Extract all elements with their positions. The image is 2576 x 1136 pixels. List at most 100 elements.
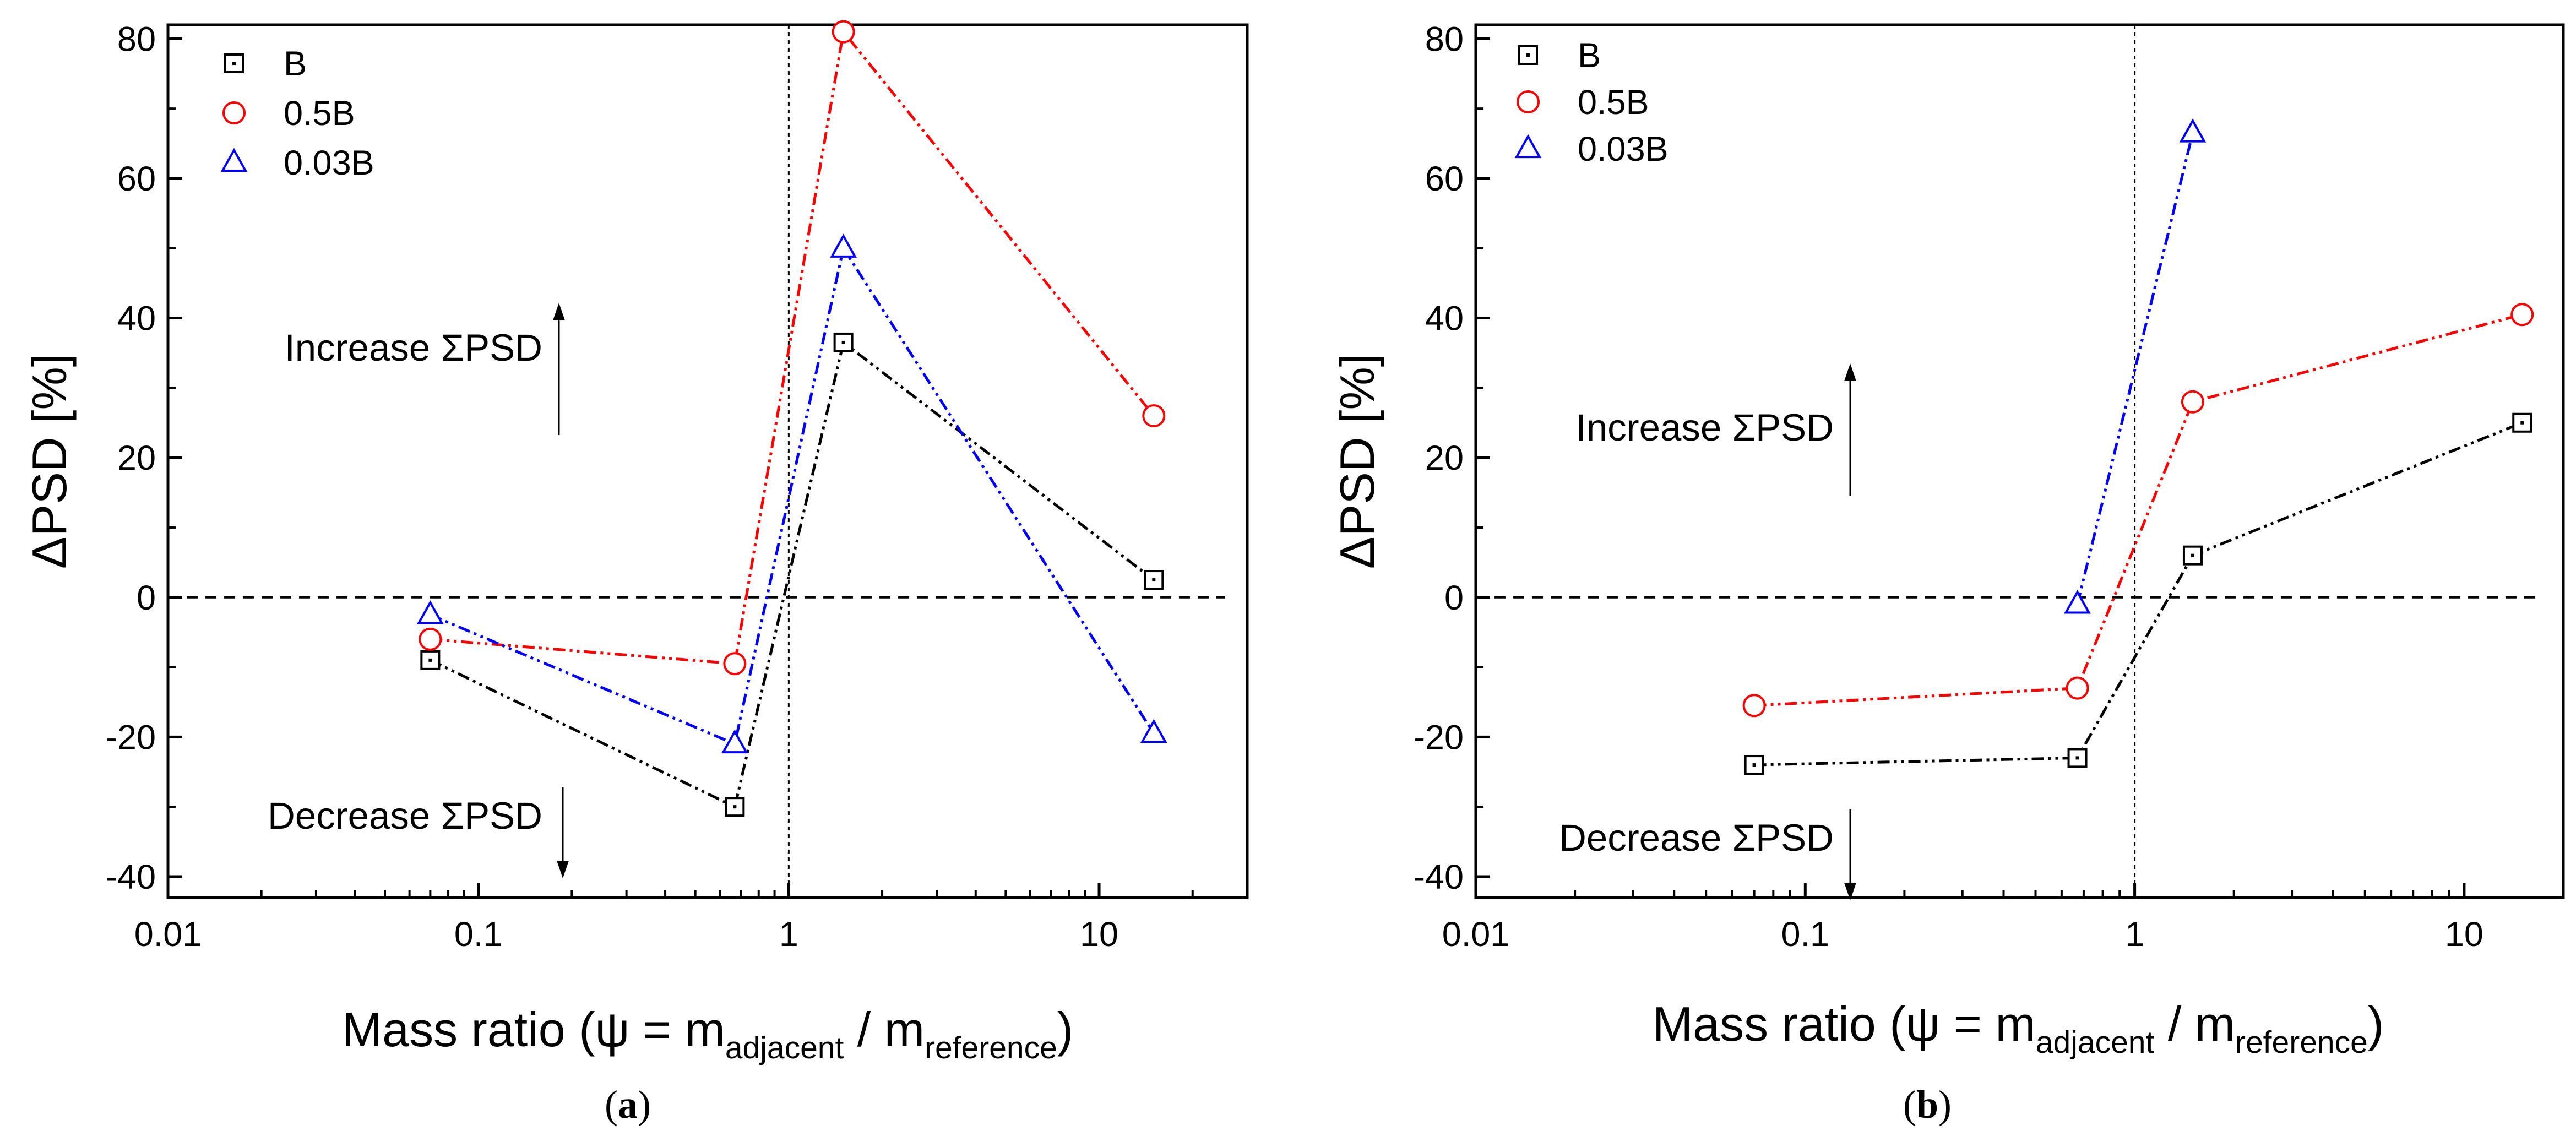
- y-tick-label: 0: [137, 579, 156, 617]
- series-05B-point: [832, 20, 855, 44]
- series-B-point-dot: [733, 805, 737, 809]
- x-tick-label: 10: [1080, 915, 1118, 954]
- decrease-arrow-head: [557, 861, 569, 878]
- y-axis-title: ΔPSD [%]: [1330, 354, 1384, 569]
- series-B-point-dot: [1752, 763, 1756, 767]
- x-axis-title-part: / m: [2154, 997, 2235, 1051]
- x-axis-title: Mass ratio (ψ = madjacent / mreference): [342, 1002, 1073, 1066]
- series-05B-point: [1742, 694, 1766, 718]
- panel-letter: a: [618, 1083, 638, 1127]
- chart-panel-b: -40 -20 0 20 40 60 80 0.01 0.1 1 10 B 0.5B 0.03B Incre…: [1330, 20, 2565, 1127]
- legend-label: 0.5B: [1578, 83, 1649, 122]
- increase-arrow-head: [553, 303, 565, 320]
- panel-letter: b: [1916, 1083, 1938, 1127]
- panel-label: (a): [605, 1083, 651, 1127]
- panel-paren: ): [638, 1083, 651, 1127]
- plot-frame: [166, 23, 1249, 899]
- series-003B-point: [830, 233, 857, 258]
- x-axis-title-subscript: reference: [2235, 1025, 2368, 1060]
- x-tick-label: 1: [2125, 915, 2144, 954]
- legend-marker-05B: [222, 101, 246, 124]
- series-05B-line: [1754, 313, 2523, 707]
- x-axis-title-part: ): [2368, 997, 2384, 1051]
- x-tick-label: 0.01: [134, 915, 202, 954]
- x-axis-title-part: Mass ratio (ψ = m: [1653, 997, 2036, 1051]
- series-05B-point: [2510, 303, 2534, 327]
- legend-label: 0.5B: [284, 94, 355, 133]
- legend-label: 0.03B: [1578, 130, 1669, 169]
- x-axis-title-part: / m: [844, 1002, 925, 1057]
- series-B-point-dot: [1152, 578, 1156, 582]
- series-B-point-dot: [428, 658, 432, 662]
- x-axis-title-part: Mass ratio (ψ = m: [342, 1002, 725, 1057]
- x-tick-label: 0.1: [454, 915, 503, 954]
- series-003B-point: [721, 729, 748, 754]
- x-tick-label: 0.1: [1781, 915, 1830, 954]
- panel-paren: (: [605, 1083, 618, 1127]
- series-003B-point: [1140, 719, 1167, 743]
- legend-label: B: [1578, 36, 1601, 75]
- series-B-point-dot: [2520, 421, 2524, 425]
- x-axis-title-subscript: adjacent: [725, 1030, 844, 1066]
- y-tick-label: 60: [1425, 160, 1464, 198]
- series-05B-point: [2181, 390, 2204, 414]
- increase-arrow-head: [1844, 363, 1856, 381]
- x-axis-title-subscript: adjacent: [2036, 1025, 2155, 1060]
- y-axis-title: ΔPSD [%]: [22, 354, 77, 569]
- legend-marker-05B: [1517, 90, 1540, 113]
- series-003B-point: [2064, 590, 2091, 614]
- series-B-point: [1744, 755, 1764, 775]
- series-05B-point: [2066, 676, 2089, 700]
- y-tick-label: -40: [106, 858, 156, 896]
- decrease-arrow-head: [1844, 883, 1856, 900]
- y-tick-label: 80: [117, 20, 156, 58]
- legend-marker-B: [1518, 45, 1538, 65]
- series-05B-line: [430, 28, 1155, 665]
- legend-marker-B-dot: [232, 62, 236, 65]
- legend-label: B: [284, 45, 307, 83]
- y-tick-label: 0: [1444, 579, 1464, 617]
- y-tick-label: -20: [1414, 718, 1464, 757]
- series-003B-point: [416, 600, 444, 624]
- y-tick-label: 20: [1425, 439, 1464, 477]
- x-axis-title: Mass ratio (ψ = madjacent / mreference): [1653, 997, 2384, 1060]
- series-B-point-dot: [2075, 756, 2079, 760]
- x-axis-title-subscript: reference: [925, 1030, 1057, 1066]
- increase-annotation: Increase ΣPSD: [285, 327, 542, 369]
- plot-frame: [1474, 23, 2565, 899]
- legend-label: 0.03B: [284, 144, 374, 182]
- chart-panel-a: -40 -20 0 20 40 60 80 0.01 0.1 1 10 B 0.5B 0.03B Incre…: [22, 20, 1249, 1127]
- series-05B-point: [723, 652, 747, 676]
- series-B-line: [430, 340, 1155, 809]
- y-tick-label: 60: [117, 160, 156, 198]
- y-tick-label: 20: [117, 439, 156, 477]
- series-003B-line: [430, 244, 1155, 746]
- y-tick-label: -40: [1414, 858, 1464, 896]
- increase-annotation: Increase ΣPSD: [1576, 406, 1834, 449]
- series-B-line: [1754, 421, 2523, 767]
- series-003B-point: [2179, 118, 2207, 143]
- legend-marker-003B: [220, 148, 248, 172]
- y-tick-label: 80: [1425, 20, 1464, 58]
- series-05B-point: [419, 627, 442, 651]
- series-B-point: [833, 332, 854, 352]
- panel-paren: ): [1938, 1083, 1952, 1127]
- legend-marker-B-dot: [1526, 53, 1530, 57]
- series-B-point: [420, 650, 441, 670]
- panel-label: (b): [1903, 1083, 1952, 1127]
- legend-marker-003B: [1514, 134, 1542, 159]
- series-B-point-dot: [2191, 553, 2194, 557]
- panel-paren: (: [1903, 1083, 1916, 1127]
- series-B-point-dot: [841, 340, 845, 344]
- series-05B-point: [1142, 404, 1166, 428]
- y-tick-label: 40: [1425, 300, 1464, 338]
- x-tick-label: 10: [2445, 915, 2483, 954]
- decrease-annotation: Decrease ΣPSD: [1559, 817, 1834, 859]
- y-tick-label: 40: [117, 300, 156, 338]
- x-axis-title-part: ): [1057, 1002, 1073, 1057]
- series-B-point: [2512, 412, 2532, 433]
- x-tick-label: 0.01: [1442, 915, 1510, 954]
- x-tick-label: 1: [779, 915, 798, 954]
- series-003B-line: [2076, 132, 2194, 605]
